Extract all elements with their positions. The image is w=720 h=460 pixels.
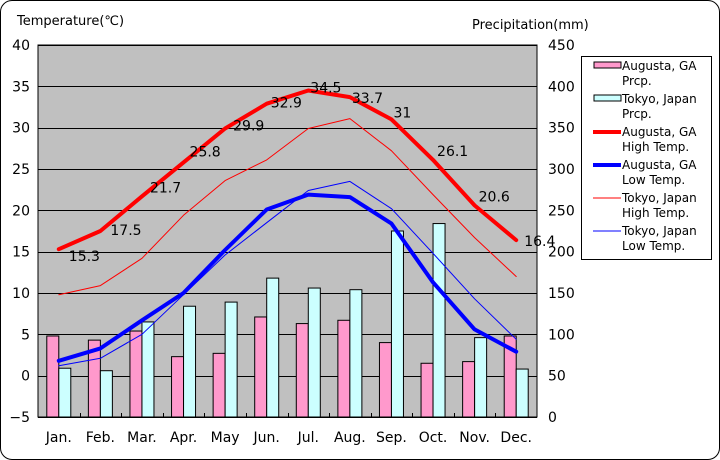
line-augusta-high [56, 88, 519, 252]
legend-label: High Temp. [622, 140, 689, 154]
legend-label: Augusta, GA [622, 59, 697, 73]
data-label-augusta-high: 33.7 [352, 91, 383, 107]
left-tick-label: −5 [9, 410, 30, 426]
bar-augusta-prcp [212, 352, 226, 418]
x-tick-label: Apr. [170, 430, 197, 446]
bar-augusta-prcp [420, 362, 434, 418]
right-tick-label: 50 [548, 369, 566, 385]
legend-label: Tokyo, Japan [621, 191, 697, 205]
bar-augusta-prcp [171, 356, 185, 418]
line-tokyo-low [58, 180, 517, 367]
bar-augusta-prcp [378, 342, 392, 418]
line-tokyo-high [58, 118, 517, 296]
right-tick-label: 350 [548, 121, 575, 137]
right-tick-label: 300 [548, 162, 575, 178]
left-tick-label: 35 [12, 79, 30, 95]
bar-tokyo-prcp [474, 337, 488, 418]
data-label-augusta-high: 15.3 [69, 249, 100, 265]
x-tick-label: Aug. [334, 430, 366, 446]
bar-augusta-prcp [254, 316, 268, 418]
legend-label: Low Temp. [622, 173, 685, 187]
x-tick-label: Mar. [127, 430, 157, 446]
data-label-augusta-high: 29.9 [233, 118, 264, 134]
bar-augusta-prcp [129, 330, 143, 418]
right-tick-label: 0 [548, 410, 557, 426]
right-tick-label: 200 [548, 245, 575, 261]
left-axis-title: Temperature(℃) [16, 14, 124, 29]
left-tick-label: 40 [12, 38, 30, 54]
bar-tokyo-prcp [183, 305, 197, 418]
x-tick-label: Oct. [419, 430, 448, 446]
plot-area [37, 44, 538, 418]
left-tick-label: 10 [12, 286, 30, 302]
bar-tokyo-prcp [99, 370, 113, 418]
bar-tokyo-prcp [349, 289, 363, 418]
data-label-augusta-high: 21.7 [150, 180, 181, 196]
left-tick-label: 25 [12, 162, 30, 178]
legend-swatch [593, 61, 622, 69]
right-tick-label: 250 [548, 203, 575, 219]
bar-tokyo-prcp [515, 368, 529, 418]
bar-augusta-prcp [337, 319, 351, 418]
bar-tokyo-prcp [432, 223, 446, 418]
line-augusta-low [56, 192, 519, 363]
left-tick-label: 15 [12, 245, 30, 261]
right-tick-label: 400 [548, 79, 575, 95]
legend-box [581, 56, 712, 260]
bar-tokyo-prcp [307, 287, 321, 418]
data-label-augusta-high: 26.1 [437, 144, 468, 160]
x-tick-label: Dec. [500, 430, 532, 446]
x-tick-label: Jun. [253, 430, 280, 446]
x-tick-label: Jul. [297, 430, 319, 446]
x-tick-label: Sep. [376, 430, 407, 446]
legend-label: Tokyo, Japan [621, 92, 697, 106]
right-tick-label: 100 [548, 327, 575, 343]
bar-augusta-prcp [462, 361, 476, 418]
bar-tokyo-prcp [58, 367, 72, 418]
data-label-augusta-high: 25.8 [190, 144, 221, 160]
data-label-augusta-high: 20.6 [479, 189, 510, 205]
left-tick-label: 30 [12, 121, 30, 137]
x-tick-label: Feb. [86, 430, 115, 446]
bar-tokyo-prcp [224, 301, 238, 418]
left-tick-label: 20 [12, 203, 30, 219]
legend-label: Prcp. [622, 107, 652, 121]
bar-tokyo-prcp [390, 230, 404, 418]
bar-augusta-prcp [295, 323, 309, 418]
left-tick-label: 5 [21, 327, 30, 343]
legend-label: Augusta, GA [622, 158, 697, 172]
legend-label: High Temp. [622, 206, 689, 220]
right-axis-title: Precipitation(mm) [472, 18, 589, 33]
data-label-augusta-high: 31 [393, 105, 411, 121]
bar-tokyo-prcp [266, 277, 280, 418]
legend-label: Tokyo, Japan [621, 224, 697, 238]
data-label-augusta-high: 16.4 [524, 234, 555, 250]
right-tick-label: 450 [548, 38, 575, 54]
legend-label: Prcp. [622, 74, 652, 88]
left-tick-label: 0 [21, 369, 30, 385]
bar-tokyo-prcp [141, 321, 155, 418]
data-label-augusta-high: 17.5 [110, 223, 141, 239]
data-label-augusta-high: 32.9 [271, 96, 302, 112]
bar-augusta-prcp [46, 335, 60, 418]
x-tick-label: Jan. [45, 430, 72, 446]
x-tick-label: May [211, 430, 240, 446]
data-label-augusta-high: 34.5 [310, 80, 341, 96]
legend-label: Low Temp. [622, 239, 685, 253]
legend-swatch [593, 94, 622, 102]
legend-label: Augusta, GA [622, 125, 697, 139]
x-tick-label: Nov. [459, 430, 490, 446]
right-tick-label: 150 [548, 286, 575, 302]
